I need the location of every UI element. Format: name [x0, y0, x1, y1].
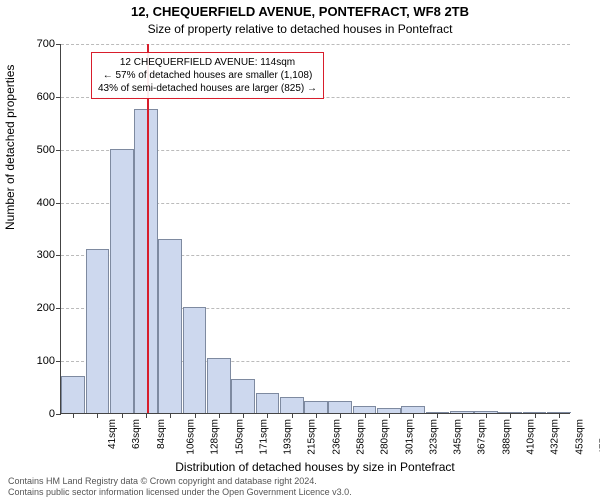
annotation-line-2: ← 57% of detached houses are smaller (1,… [98, 69, 317, 82]
ytick-mark [56, 361, 61, 362]
ytick-mark [56, 255, 61, 256]
annotation-line-3: 43% of semi-detached houses are larger (… [98, 82, 317, 95]
xtick-mark [389, 413, 390, 418]
ytick-label: 700 [37, 38, 55, 50]
xtick-label: 301sqm [404, 419, 415, 455]
ytick-mark [56, 97, 61, 98]
histogram-bar [401, 406, 425, 413]
xtick-mark [146, 413, 147, 418]
histogram-bar [280, 397, 304, 413]
histogram-bar [134, 109, 158, 413]
xtick-mark [510, 413, 511, 418]
ytick-label: 0 [49, 408, 55, 420]
xtick-label: 128sqm [210, 419, 221, 455]
histogram-bar [158, 239, 182, 413]
xtick-mark [97, 413, 98, 418]
ytick-label: 400 [37, 197, 55, 209]
ytick-label: 500 [37, 144, 55, 156]
xtick-label: 106sqm [186, 419, 197, 455]
xtick-label: 345sqm [453, 419, 464, 455]
xtick-mark [535, 413, 536, 418]
xtick-label: 388sqm [501, 419, 512, 455]
xtick-label: 215sqm [307, 419, 318, 455]
footer-line-2: Contains public sector information licen… [8, 487, 352, 498]
reference-line [147, 44, 149, 413]
xtick-label: 453sqm [574, 419, 585, 455]
ytick-label: 100 [37, 355, 55, 367]
annotation-box: 12 CHEQUERFIELD AVENUE: 114sqm ← 57% of … [91, 52, 324, 99]
figure: 12, CHEQUERFIELD AVENUE, PONTEFRACT, WF8… [0, 0, 600, 500]
plot-area: 010020030040050060070041sqm63sqm84sqm106… [60, 44, 570, 414]
xtick-mark [122, 413, 123, 418]
ytick-mark [56, 203, 61, 204]
histogram-bar [256, 393, 280, 413]
histogram-bar [231, 379, 255, 413]
y-axis-label: Number of detached properties [3, 65, 17, 230]
ytick-label: 600 [37, 91, 55, 103]
xtick-label: 258sqm [356, 419, 367, 455]
chart-title-main: 12, CHEQUERFIELD AVENUE, PONTEFRACT, WF8… [0, 4, 600, 19]
xtick-label: 84sqm [156, 419, 167, 449]
xtick-label: 432sqm [550, 419, 561, 455]
xtick-mark [365, 413, 366, 418]
annotation-line-1: 12 CHEQUERFIELD AVENUE: 114sqm [98, 56, 317, 69]
ytick-mark [56, 414, 61, 415]
xtick-mark [559, 413, 560, 418]
xtick-mark [73, 413, 74, 418]
histogram-bar [61, 376, 85, 413]
histogram-bar [183, 307, 207, 413]
xtick-mark [219, 413, 220, 418]
ytick-mark [56, 44, 61, 45]
histogram-bar [304, 401, 328, 413]
histogram-bar [328, 401, 352, 413]
xtick-label: 410sqm [526, 419, 537, 455]
xtick-mark [316, 413, 317, 418]
ytick-label: 200 [37, 302, 55, 314]
xtick-label: 171sqm [258, 419, 269, 455]
footer-attribution: Contains HM Land Registry data © Crown c… [8, 476, 352, 498]
xtick-label: 323sqm [428, 419, 439, 455]
xtick-mark [243, 413, 244, 418]
chart-title-sub: Size of property relative to detached ho… [0, 22, 600, 36]
xtick-mark [292, 413, 293, 418]
xtick-label: 236sqm [331, 419, 342, 455]
xtick-mark [195, 413, 196, 418]
gridline [61, 44, 570, 45]
xtick-label: 63sqm [131, 419, 142, 449]
xtick-mark [437, 413, 438, 418]
xtick-mark [340, 413, 341, 418]
histogram-bar [353, 406, 377, 413]
xtick-mark [413, 413, 414, 418]
xtick-label: 41sqm [107, 419, 118, 449]
ytick-mark [56, 150, 61, 151]
xtick-mark [486, 413, 487, 418]
xtick-label: 280sqm [380, 419, 391, 455]
histogram-bar [86, 249, 110, 413]
xtick-label: 367sqm [477, 419, 488, 455]
histogram-bar [110, 149, 134, 413]
footer-line-1: Contains HM Land Registry data © Crown c… [8, 476, 352, 487]
xtick-mark [170, 413, 171, 418]
xtick-label: 193sqm [283, 419, 294, 455]
ytick-label: 300 [37, 249, 55, 261]
histogram-bar [207, 358, 231, 414]
ytick-mark [56, 308, 61, 309]
xtick-label: 150sqm [234, 419, 245, 455]
x-axis-label: Distribution of detached houses by size … [60, 460, 570, 474]
xtick-mark [267, 413, 268, 418]
xtick-mark [462, 413, 463, 418]
